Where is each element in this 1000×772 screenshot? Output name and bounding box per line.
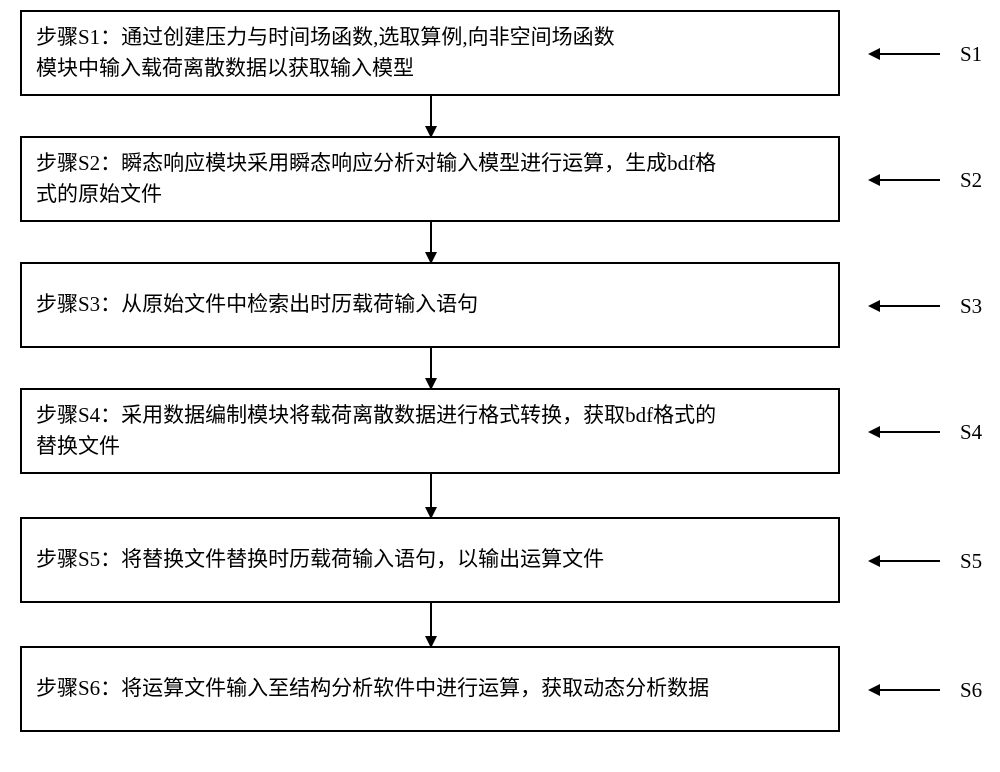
leader-line <box>870 179 940 181</box>
step-label-s4: S4 <box>960 420 982 445</box>
step-box-s4: 步骤S4：采用数据编制模块将载荷离散数据进行格式转换，获取bdf格式的替换文件 <box>20 388 840 474</box>
leader-line <box>870 560 940 562</box>
leader-line <box>870 689 940 691</box>
step-box-s2: 步骤S2：瞬态响应模块采用瞬态响应分析对输入模型进行运算，生成bdf格式的原始文… <box>20 136 840 222</box>
step-text: 步骤S1：通过创建压力与时间场函数,选取算例,向非空间场函数 <box>36 22 824 54</box>
step-label-s5: S5 <box>960 549 982 574</box>
step-text: 步骤S2：瞬态响应模块采用瞬态响应分析对输入模型进行运算，生成bdf格 <box>36 148 824 180</box>
flow-arrow <box>430 96 432 136</box>
step-text: 步骤S6：将运算文件输入至结构分析软件中进行运算，获取动态分析数据 <box>36 673 824 705</box>
step-text: 步骤S3：从原始文件中检索出时历载荷输入语句 <box>36 289 824 321</box>
step-text: 替换文件 <box>36 431 824 463</box>
flowchart-canvas: 步骤S1：通过创建压力与时间场函数,选取算例,向非空间场函数模块中输入载荷离散数… <box>0 0 1000 772</box>
step-box-s3: 步骤S3：从原始文件中检索出时历载荷输入语句 <box>20 262 840 348</box>
step-label-s1: S1 <box>960 42 982 67</box>
step-text: 模块中输入载荷离散数据以获取输入模型 <box>36 53 824 85</box>
step-box-s1: 步骤S1：通过创建压力与时间场函数,选取算例,向非空间场函数模块中输入载荷离散数… <box>20 10 840 96</box>
step-box-s6: 步骤S6：将运算文件输入至结构分析软件中进行运算，获取动态分析数据 <box>20 646 840 732</box>
step-text: 步骤S5：将替换文件替换时历载荷输入语句，以输出运算文件 <box>36 544 824 576</box>
step-text: 步骤S4：采用数据编制模块将载荷离散数据进行格式转换，获取bdf格式的 <box>36 400 824 432</box>
step-text: 式的原始文件 <box>36 179 824 211</box>
flow-arrow <box>430 222 432 262</box>
step-label-s3: S3 <box>960 294 982 319</box>
step-box-s5: 步骤S5：将替换文件替换时历载荷输入语句，以输出运算文件 <box>20 517 840 603</box>
flow-arrow <box>430 603 432 646</box>
leader-line <box>870 305 940 307</box>
flow-arrow <box>430 474 432 517</box>
step-label-s6: S6 <box>960 678 982 703</box>
flow-arrow <box>430 348 432 388</box>
leader-line <box>870 53 940 55</box>
step-label-s2: S2 <box>960 168 982 193</box>
leader-line <box>870 431 940 433</box>
